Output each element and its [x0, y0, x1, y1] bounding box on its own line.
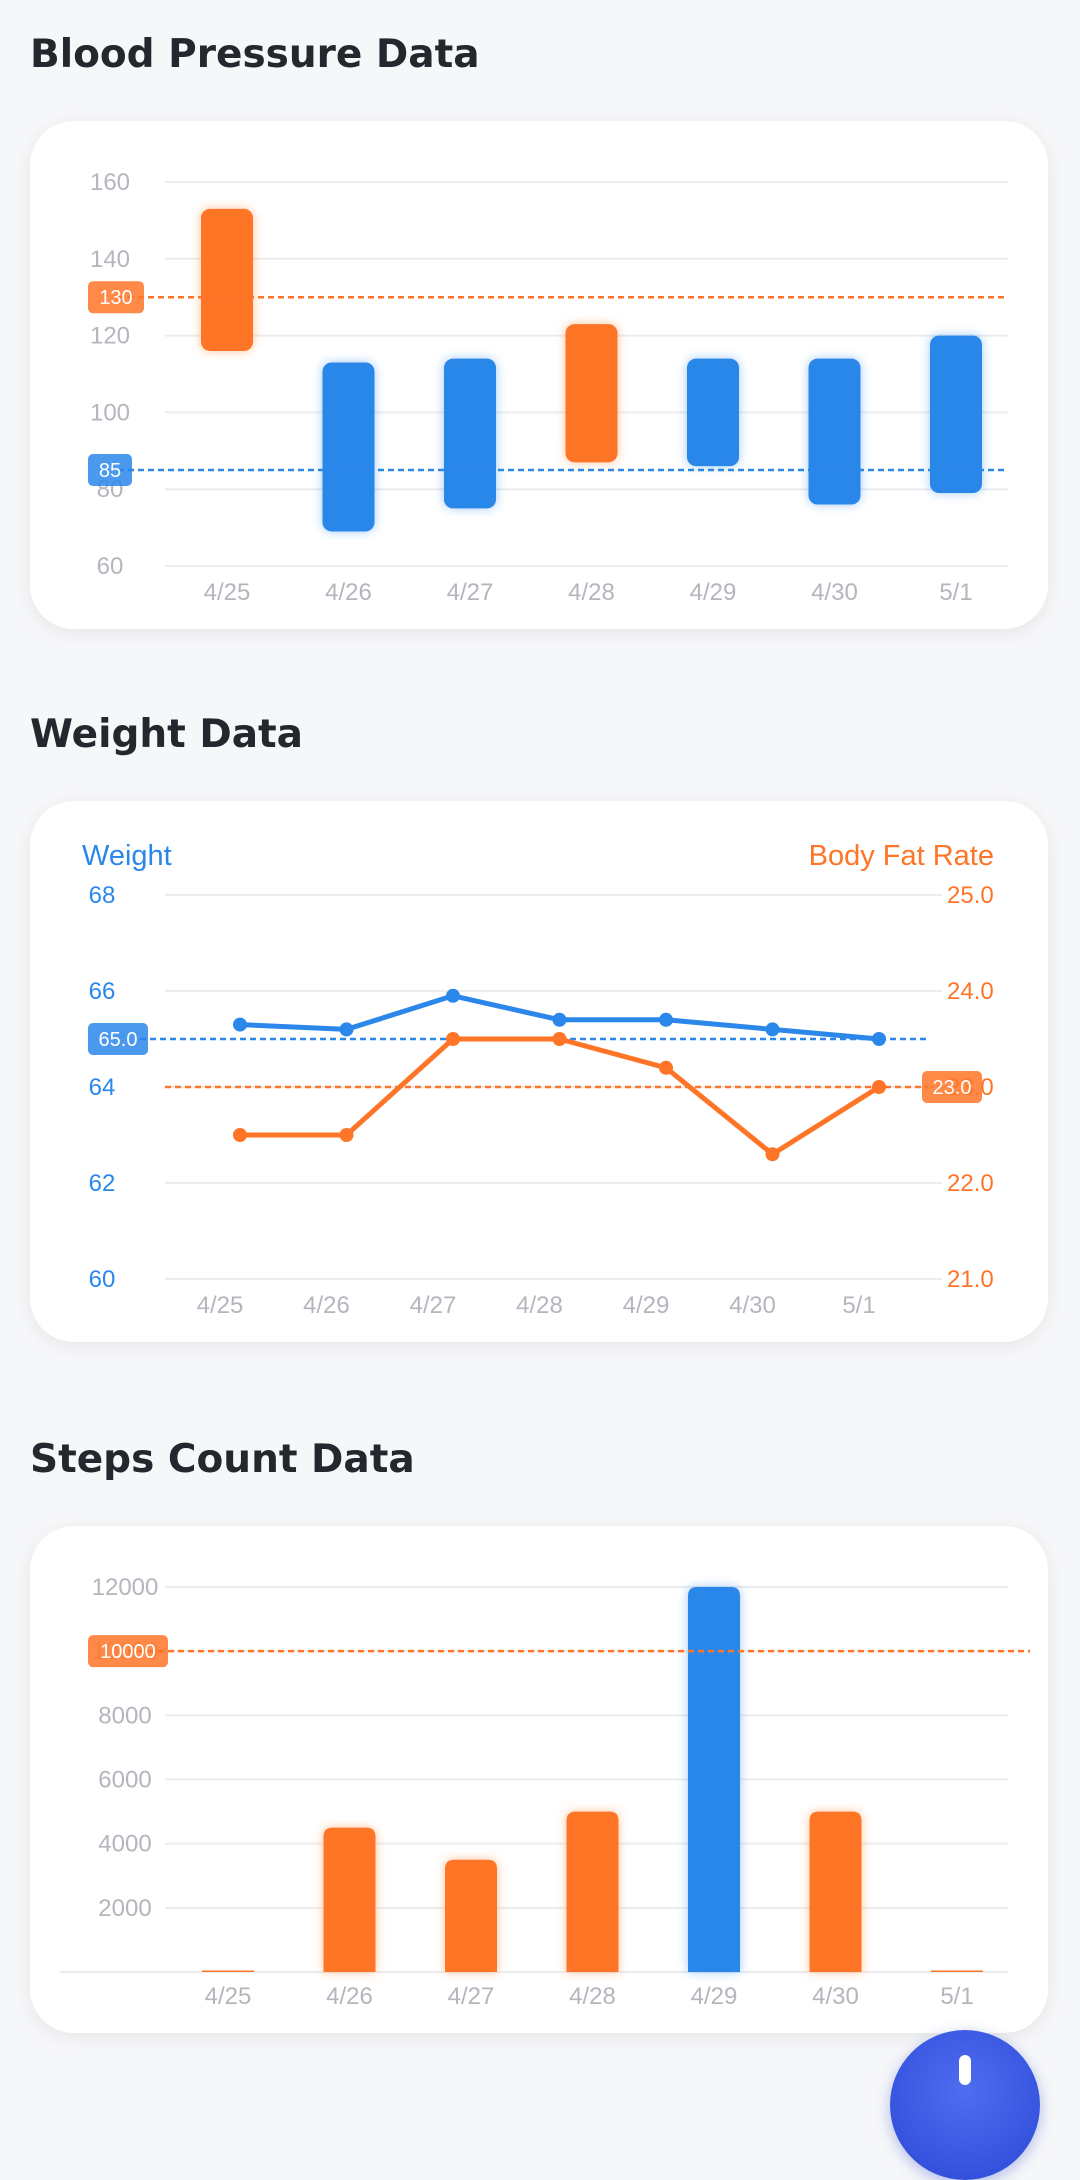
- bp-range-bar: [201, 208, 253, 351]
- st-bar: [323, 1827, 376, 1972]
- weight-point: [765, 1022, 780, 1037]
- bp-x-tick: 4/26: [325, 579, 372, 606]
- wt-right-y-tick: 24.0: [947, 978, 994, 1005]
- bp-range-bar: [565, 324, 618, 463]
- bp-reference-label: 85: [99, 460, 121, 482]
- bp-range-bar: [930, 335, 982, 494]
- wt-right-y-tick: 22.0: [947, 1170, 994, 1197]
- bp-x-tick: 5/1: [939, 579, 972, 606]
- weight-point: [446, 988, 460, 1003]
- wt-reference-label: 23.0: [933, 1077, 972, 1099]
- steps-title: Steps Count Data: [30, 1437, 415, 1482]
- bp-y-tick: 60: [97, 553, 124, 580]
- st-reference-badge: [88, 1635, 168, 1668]
- bp-reference-badge: [88, 281, 144, 314]
- st-bar: [445, 1859, 497, 1972]
- wt-reference-badge: [922, 1071, 982, 1103]
- st-bar: [809, 1811, 862, 1972]
- weight-point: [233, 1017, 247, 1032]
- body-fat-point: [552, 1032, 567, 1046]
- weight-point: [339, 1022, 354, 1037]
- weight-point: [659, 1012, 673, 1027]
- bp-reference-label: 130: [99, 287, 132, 309]
- bp-range-bar: [808, 358, 861, 505]
- st-y-tick: 8000: [98, 1702, 151, 1729]
- blood-pressure-title: Blood Pressure Data: [30, 32, 480, 77]
- st-x-tick: 4/25: [205, 1983, 252, 2010]
- wt-reference-label: 65.0: [99, 1029, 138, 1051]
- st-x-tick: 4/27: [448, 1983, 495, 2010]
- bp-range-bar: [322, 362, 375, 532]
- bp-range-bar: [687, 358, 739, 467]
- bp-x-tick: 4/29: [690, 579, 737, 606]
- body-fat-point: [446, 1032, 460, 1046]
- exclamation-icon: [959, 2055, 971, 2085]
- wt-right-y-tick: 25.0: [947, 882, 994, 909]
- bp-x-tick: 4/25: [204, 579, 251, 606]
- weight-chart: Weight Body Fat Rate 60 62 64 66 68 21.0 22.0 23.…: [82, 840, 994, 1319]
- wt-left-y-tick: 64: [89, 1074, 116, 1101]
- wt-x-tick: 4/28: [516, 1292, 563, 1319]
- st-y-tick: 2000: [98, 1895, 151, 1922]
- st-bar: [566, 1811, 619, 1972]
- st-x-tick: 5/1: [940, 1983, 973, 2010]
- wt-x-tick: 4/26: [303, 1292, 350, 1319]
- wt-reference-badge: [88, 1023, 148, 1055]
- bp-x-tick: 4/28: [568, 579, 615, 606]
- st-x-tick: 4/26: [326, 1983, 373, 2010]
- bp-y-tick: 120: [90, 323, 130, 350]
- wt-left-y-tick: 60: [89, 1266, 116, 1293]
- wt-left-y-tick: 66: [89, 978, 116, 1005]
- bp-reference-badge: [88, 454, 132, 486]
- weight-legend-label: Weight: [82, 840, 172, 872]
- body-fat-point: [765, 1147, 780, 1162]
- body-fat-series-line: [237, 1036, 882, 1157]
- weight-title: Weight Data: [30, 712, 303, 757]
- st-y-tick: 4000: [98, 1831, 151, 1858]
- bp-y-tick: 100: [90, 399, 130, 426]
- weight-point: [552, 1012, 567, 1027]
- body-fat-point: [659, 1060, 673, 1075]
- body-fat-point: [233, 1128, 247, 1142]
- st-x-tick: 4/29: [691, 1983, 738, 2010]
- bp-x-tick: 4/27: [447, 579, 494, 606]
- st-y-tick: 6000: [98, 1767, 151, 1794]
- st-x-tick: 4/28: [569, 1983, 616, 2010]
- bp-y-tick: 160: [90, 169, 130, 196]
- steps-card: 2000 4000 6000 8000 10000 12000 4/25 4/26 4/27 4/…: [30, 1526, 1048, 2033]
- alert-fab-button[interactable]: [890, 2030, 1040, 2180]
- st-bar: [202, 1970, 254, 1972]
- body-fat-legend-label: Body Fat Rate: [809, 840, 994, 872]
- st-x-tick: 4/30: [812, 1983, 859, 2010]
- wt-x-tick: 4/29: [623, 1292, 670, 1319]
- wt-x-tick: 4/27: [410, 1292, 457, 1319]
- bp-y-tick: 140: [90, 246, 130, 273]
- wt-x-tick: 4/30: [729, 1292, 776, 1319]
- steps-chart: 2000 4000 6000 8000 10000 12000 4/25 4/26 4/27 4/…: [60, 1574, 1030, 2010]
- wt-left-y-tick: 68: [89, 882, 116, 909]
- body-fat-point: [339, 1128, 354, 1142]
- st-y-tick: 12000: [92, 1574, 159, 1601]
- wt-x-tick: 4/25: [197, 1292, 244, 1319]
- weight-card: Weight Body Fat Rate 60 62 64 66 68 21.0 22.0 23.…: [30, 801, 1048, 1342]
- weight-point: [872, 1032, 886, 1046]
- bp-x-tick: 4/30: [811, 579, 858, 606]
- wt-right-y-tick: 21.0: [947, 1266, 994, 1293]
- bp-range-bar: [444, 358, 496, 509]
- st-reference-label: 10000: [100, 1641, 156, 1663]
- wt-x-tick: 5/1: [842, 1292, 875, 1319]
- blood-pressure-card: 60 80 100 120 140 160 4/25 4/26 4/27 4/28 4/29 4/30…: [30, 121, 1048, 629]
- body-fat-point: [872, 1080, 886, 1094]
- st-bar: [931, 1970, 983, 1972]
- st-bar: [688, 1587, 740, 1972]
- wt-left-y-tick: 62: [89, 1170, 116, 1197]
